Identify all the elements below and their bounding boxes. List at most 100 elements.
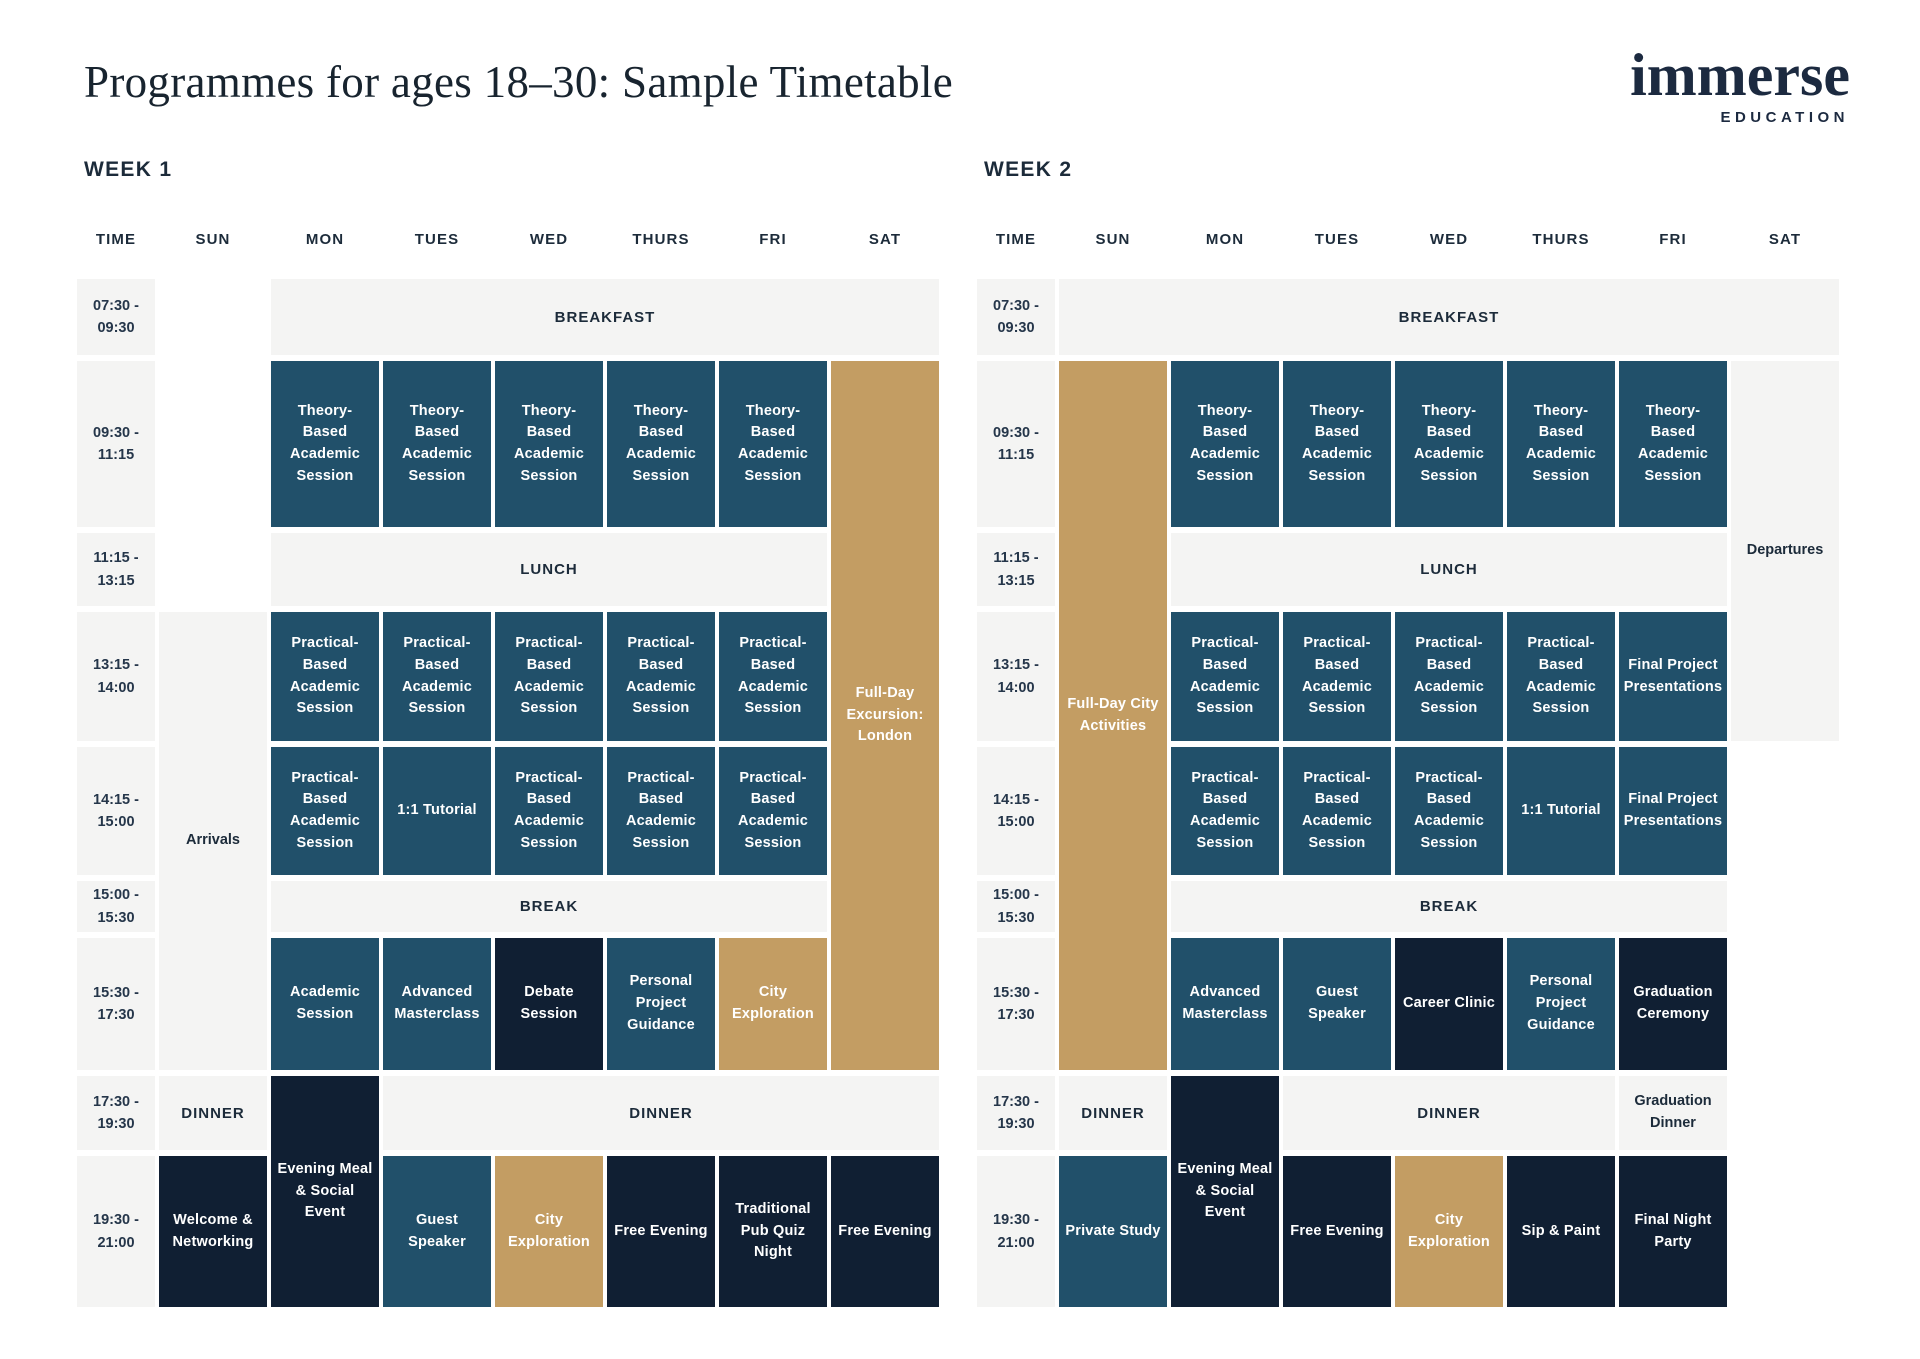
time-slot-09-30-11-15: 09:30 -11:15 — [977, 361, 1055, 527]
cell-practical-based-academic-session: Practical-Based Academic Session — [1283, 747, 1391, 875]
cell-practical-based-academic-session: Practical-Based Academic Session — [495, 612, 603, 741]
cell-final-night-party: Final Night Party — [1619, 1156, 1727, 1307]
cell-theory-based-academic-session: Theory-Based Academic Session — [1619, 361, 1727, 527]
week-1-table: TIME SUN MON TUES WED THURS FRI SAT 07:30 -09:3… — [77, 225, 939, 1307]
cell-full-day-excursion-london: Full-Day Excursion: London — [831, 361, 939, 1070]
cell-guest-speaker: Guest Speaker — [1283, 938, 1391, 1070]
cell-debate-session: Debate Session — [495, 938, 603, 1070]
cell-guest-speaker: Guest Speaker — [383, 1156, 491, 1307]
time-slot-15-30-17-30: 15:30 -17:30 — [77, 938, 155, 1070]
cell-theory-based-academic-session: Theory-Based Academic Session — [1395, 361, 1503, 527]
cell-graduation-ceremony: Graduation Ceremony — [1619, 938, 1727, 1070]
cell-practical-based-academic-session: Practical-Based Academic Session — [495, 747, 603, 875]
cell-lunch: LUNCH — [1171, 533, 1727, 606]
cell-practical-based-academic-session: Practical-Based Academic Session — [1395, 612, 1503, 741]
day-header-mon: MON — [1205, 230, 1245, 248]
cell-evening-meal-social-event: Evening Meal & Social Event — [1171, 1076, 1279, 1307]
cell-dinner: DINNER — [1059, 1076, 1167, 1150]
cell-theory-based-academic-session: Theory-Based Academic Session — [271, 361, 379, 527]
logo-tagline-text: EDUCATION — [1720, 109, 1849, 126]
cell-departures: Departures — [1731, 361, 1839, 741]
day-header-wed: WED — [1429, 230, 1469, 248]
week-1-label: WEEK 1 — [84, 158, 173, 181]
cell-practical-based-academic-session: Practical-Based Academic Session — [1283, 612, 1391, 741]
time-slot-19-30-21-00: 19:30 -21:00 — [77, 1156, 155, 1307]
cell-city-exploration: City Exploration — [719, 938, 827, 1070]
cell-theory-based-academic-session: Theory-Based Academic Session — [383, 361, 491, 527]
cell-practical-based-academic-session: Practical-Based Academic Session — [607, 612, 715, 741]
cell-practical-based-academic-session: Practical-Based Academic Session — [271, 612, 379, 741]
cell-academic-session: Academic Session — [271, 938, 379, 1070]
cell-1-1-tutorial: 1:1 Tutorial — [1507, 747, 1615, 875]
cell-practical-based-academic-session: Practical-Based Academic Session — [1171, 612, 1279, 741]
cell-practical-based-academic-session: Practical-Based Academic Session — [1171, 747, 1279, 875]
time-slot-17-30-19-30: 17:30 -19:30 — [977, 1076, 1055, 1150]
cell-practical-based-academic-session: Practical-Based Academic Session — [383, 612, 491, 741]
day-header-sun: SUN — [195, 230, 231, 248]
day-header-sun: SUN — [1095, 230, 1131, 248]
cell-welcome-networking: Welcome & Networking — [159, 1156, 267, 1307]
cell-career-clinic: Career Clinic — [1395, 938, 1503, 1070]
cell-dinner: DINNER — [159, 1076, 267, 1150]
cell-theory-based-academic-session: Theory-Based Academic Session — [1171, 361, 1279, 527]
week-2-day-header-row: TIME SUN MON TUES WED THURS FRI SAT — [977, 225, 1839, 253]
cell-practical-based-academic-session: Practical-Based Academic Session — [719, 747, 827, 875]
cell-theory-based-academic-session: Theory-Based Academic Session — [495, 361, 603, 527]
time-slot-19-30-21-00: 19:30 -21:00 — [977, 1156, 1055, 1307]
day-header-fri: FRI — [1659, 230, 1687, 248]
day-header-time: TIME — [995, 230, 1037, 248]
time-slot-15-00-15-30: 15:00 -15:30 — [77, 881, 155, 932]
cell-advanced-masterclass: Advanced Masterclass — [1171, 938, 1279, 1070]
cell-city-exploration: City Exploration — [495, 1156, 603, 1307]
cell-breakfast: BREAKFAST — [271, 279, 939, 355]
day-header-sat: SAT — [868, 230, 902, 248]
cell-city-exploration: City Exploration — [1395, 1156, 1503, 1307]
cell-theory-based-academic-session: Theory-Based Academic Session — [719, 361, 827, 527]
cell-theory-based-academic-session: Theory-Based Academic Session — [607, 361, 715, 527]
time-slot-17-30-19-30: 17:30 -19:30 — [77, 1076, 155, 1150]
logo-brand-text: immerse — [1630, 42, 1850, 108]
week-1-day-header-row: TIME SUN MON TUES WED THURS FRI SAT — [77, 225, 939, 253]
day-header-thurs: THURS — [1532, 230, 1590, 248]
cell-practical-based-academic-session: Practical-Based Academic Session — [719, 612, 827, 741]
day-header-tues: TUES — [1314, 230, 1360, 248]
time-slot-15-30-17-30: 15:30 -17:30 — [977, 938, 1055, 1070]
time-slot-11-15-13-15: 11:15 -13:15 — [77, 533, 155, 606]
day-header-sat: SAT — [1768, 230, 1802, 248]
time-slot-13-15-14-00: 13:15 -14:00 — [77, 612, 155, 741]
time-slot-13-15-14-00: 13:15 -14:00 — [977, 612, 1055, 741]
time-slot-09-30-11-15: 09:30 -11:15 — [77, 361, 155, 527]
week-2-label: WEEK 2 — [984, 158, 1073, 181]
cell-practical-based-academic-session: Practical-Based Academic Session — [607, 747, 715, 875]
cell-evening-meal-social-event: Evening Meal & Social Event — [271, 1076, 379, 1307]
time-slot-07-30-09-30: 07:30 -09:30 — [77, 279, 155, 355]
cell-traditional-pub-quiz-night: Traditional Pub Quiz Night — [719, 1156, 827, 1307]
immerse-education-logo: immerse EDUCATION — [1600, 42, 1850, 127]
cell-practical-based-academic-session: Practical-Based Academic Session — [1507, 612, 1615, 741]
time-slot-11-15-13-15: 11:15 -13:15 — [977, 533, 1055, 606]
cell-dinner: DINNER — [383, 1076, 939, 1150]
cell-lunch: LUNCH — [271, 533, 827, 606]
cell-final-project-presentations: Final Project Presentations — [1619, 612, 1727, 741]
cell-sip-paint: Sip & Paint — [1507, 1156, 1615, 1307]
cell-free-evening: Free Evening — [1283, 1156, 1391, 1307]
page-title: Programmes for ages 18–30: Sample Timeta… — [84, 57, 954, 107]
cell-advanced-masterclass: Advanced Masterclass — [383, 938, 491, 1070]
cell-practical-based-academic-session: Practical-Based Academic Session — [1395, 747, 1503, 875]
day-header-mon: MON — [305, 230, 345, 248]
time-slot-15-00-15-30: 15:00 -15:30 — [977, 881, 1055, 932]
day-header-thurs: THURS — [632, 230, 690, 248]
cell-graduation-dinner: Graduation Dinner — [1619, 1076, 1727, 1150]
time-slot-14-15-15-00: 14:15 -15:00 — [77, 747, 155, 875]
cell-break: BREAK — [271, 881, 827, 932]
cell-dinner: DINNER — [1283, 1076, 1615, 1150]
cell-theory-based-academic-session: Theory-Based Academic Session — [1507, 361, 1615, 527]
cell-theory-based-academic-session: Theory-Based Academic Session — [1283, 361, 1391, 527]
cell-free-evening: Free Evening — [831, 1156, 939, 1307]
cell-1-1-tutorial: 1:1 Tutorial — [383, 747, 491, 875]
week-2-table: TIME SUN MON TUES WED THURS FRI SAT 07:30 -09:3… — [977, 225, 1839, 1307]
cell-breakfast: BREAKFAST — [1059, 279, 1839, 355]
day-header-wed: WED — [529, 230, 569, 248]
cell-free-evening: Free Evening — [607, 1156, 715, 1307]
cell-break: BREAK — [1171, 881, 1727, 932]
